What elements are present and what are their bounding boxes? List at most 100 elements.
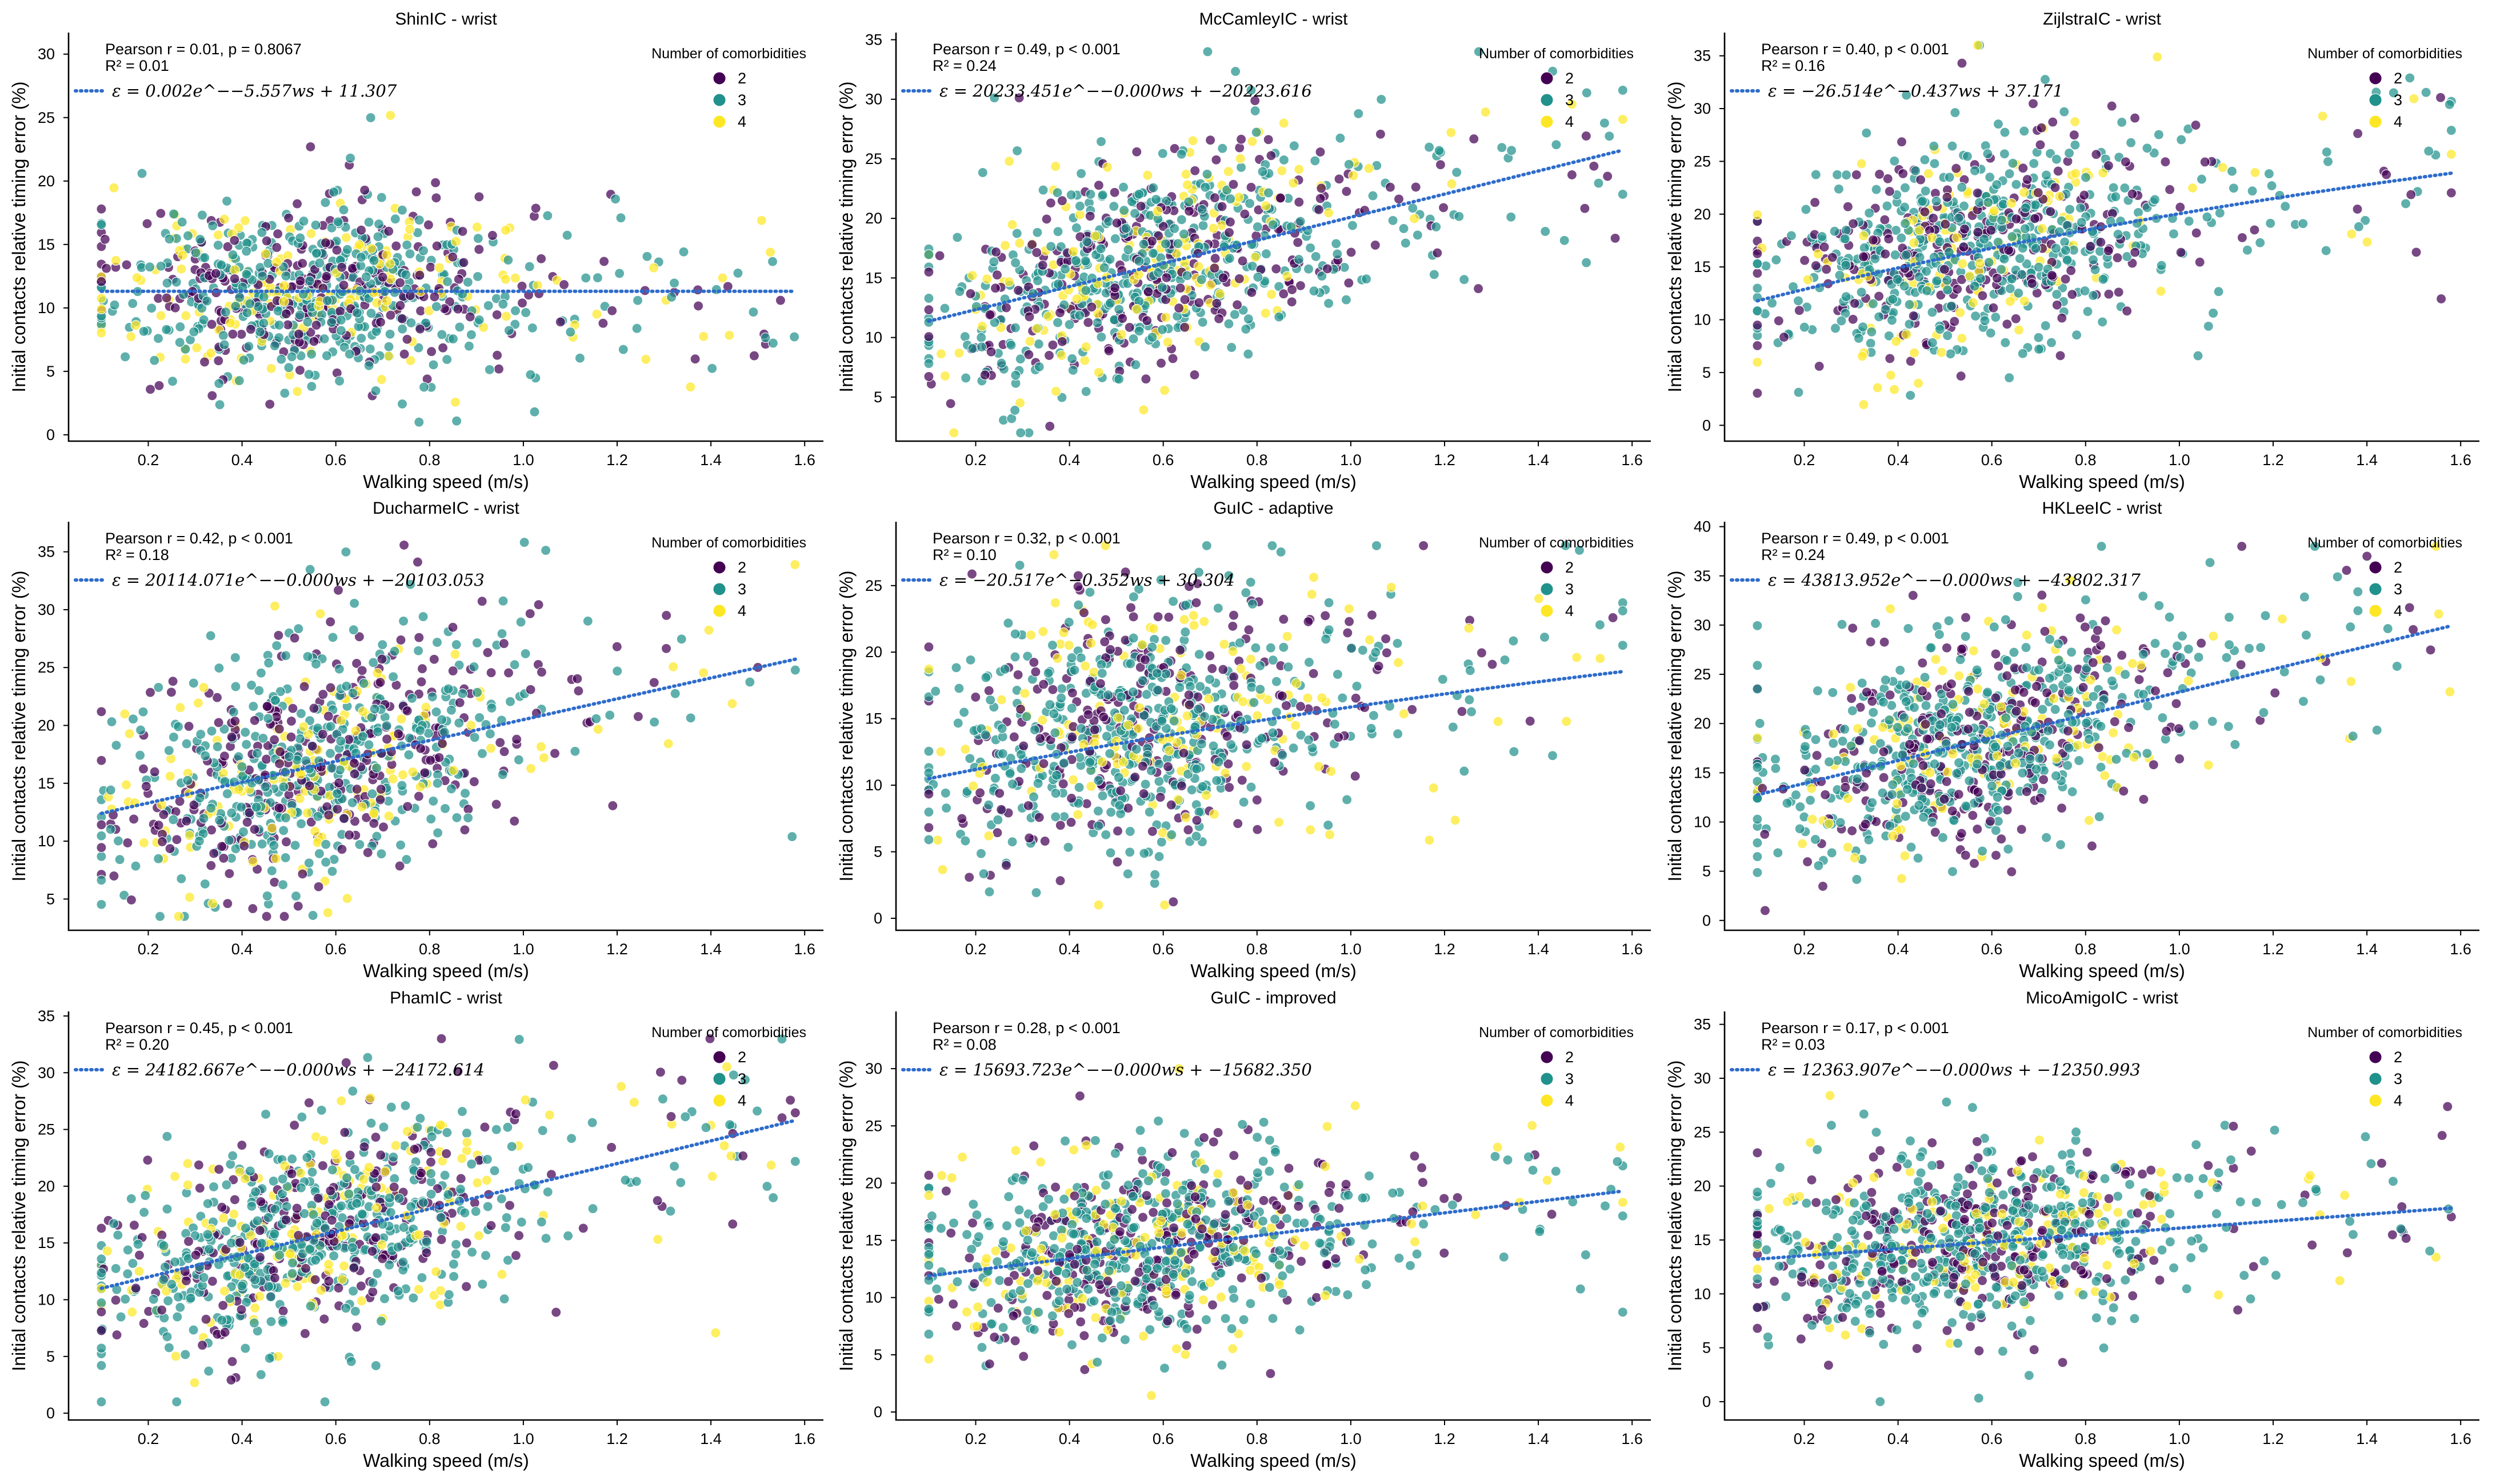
x-tick-label: 1.2 bbox=[1434, 451, 1455, 469]
data-point bbox=[1323, 207, 1334, 218]
data-point bbox=[247, 903, 258, 914]
data-point bbox=[158, 809, 169, 820]
data-point bbox=[2196, 174, 2207, 185]
data-point bbox=[991, 270, 1003, 281]
data-point bbox=[1917, 196, 1928, 207]
data-point bbox=[1438, 202, 1449, 213]
data-point bbox=[293, 623, 304, 634]
data-point bbox=[321, 839, 331, 850]
data-point bbox=[2098, 274, 2109, 285]
data-point bbox=[2352, 203, 2363, 215]
data-point bbox=[1166, 829, 1177, 840]
data-point bbox=[1771, 254, 1782, 265]
data-point bbox=[957, 813, 967, 824]
data-point bbox=[1180, 600, 1191, 611]
data-point bbox=[1174, 303, 1185, 314]
data-point bbox=[945, 398, 956, 409]
data-point bbox=[1351, 681, 1362, 691]
data-point bbox=[168, 731, 179, 742]
data-point bbox=[2208, 631, 2219, 642]
data-point bbox=[2013, 325, 2025, 335]
data-point bbox=[1200, 182, 1211, 193]
data-point bbox=[2381, 169, 2392, 180]
data-point bbox=[437, 714, 447, 725]
data-point bbox=[124, 728, 135, 739]
data-point bbox=[358, 706, 369, 717]
data-point bbox=[138, 763, 149, 774]
data-point bbox=[363, 217, 374, 227]
data-point bbox=[293, 901, 303, 911]
data-point bbox=[1923, 168, 1934, 179]
data-point bbox=[1001, 860, 1012, 871]
data-point bbox=[273, 630, 284, 641]
data-point bbox=[236, 802, 247, 813]
data-point bbox=[1972, 187, 1983, 198]
data-point bbox=[385, 110, 396, 121]
x-axis-label: Walking speed (m/s) bbox=[2019, 471, 2185, 492]
x-tick-label: 1.6 bbox=[1621, 451, 1643, 469]
data-point bbox=[138, 706, 149, 717]
data-point bbox=[486, 667, 497, 678]
data-point bbox=[698, 667, 709, 678]
data-point bbox=[1230, 66, 1241, 77]
data-point bbox=[1278, 118, 1289, 129]
y-tick-label: 25 bbox=[1694, 153, 1711, 170]
x-tick-label: 1.6 bbox=[794, 451, 815, 469]
data-point bbox=[703, 625, 714, 635]
data-point bbox=[1263, 187, 1274, 198]
data-point bbox=[1941, 642, 1952, 653]
data-point bbox=[405, 355, 416, 366]
data-point bbox=[2011, 179, 2022, 190]
data-point bbox=[1848, 218, 1859, 229]
data-point bbox=[1197, 204, 1207, 215]
data-point bbox=[1050, 386, 1062, 397]
data-point bbox=[356, 333, 367, 344]
data-point bbox=[1829, 226, 1840, 237]
data-point bbox=[1228, 610, 1239, 621]
data-point bbox=[219, 214, 230, 225]
data-point bbox=[1031, 323, 1042, 334]
data-point bbox=[96, 327, 107, 338]
data-point bbox=[542, 210, 553, 221]
y-tick-label: 10 bbox=[38, 299, 55, 317]
data-point bbox=[2051, 154, 2062, 165]
data-point bbox=[1942, 285, 1953, 295]
x-tick-label: 0.4 bbox=[1887, 451, 1909, 469]
data-point bbox=[1178, 229, 1189, 239]
data-point bbox=[951, 662, 962, 673]
data-point bbox=[1245, 198, 1255, 209]
data-point bbox=[733, 267, 743, 279]
data-point bbox=[2053, 166, 2063, 177]
data-point bbox=[1182, 179, 1193, 190]
data-point bbox=[1190, 165, 1201, 176]
data-point bbox=[2081, 172, 2091, 183]
y-tick-label: 30 bbox=[38, 46, 55, 63]
data-point bbox=[412, 557, 423, 567]
data-point bbox=[2019, 295, 2030, 306]
data-point bbox=[454, 697, 465, 708]
data-point bbox=[276, 354, 287, 365]
data-point bbox=[1034, 361, 1045, 373]
data-point bbox=[923, 789, 934, 799]
data-point bbox=[1350, 771, 1361, 782]
data-point bbox=[2423, 146, 2434, 157]
data-point bbox=[1447, 722, 1458, 733]
data-point bbox=[2113, 287, 2124, 298]
data-point bbox=[96, 219, 107, 230]
data-point bbox=[266, 865, 277, 876]
data-point bbox=[1909, 238, 1919, 249]
data-point bbox=[923, 371, 934, 382]
data-point bbox=[327, 866, 338, 877]
data-point bbox=[344, 830, 355, 841]
data-point bbox=[1293, 237, 1303, 248]
data-point bbox=[1224, 253, 1235, 264]
data-point bbox=[1778, 331, 1790, 343]
data-point bbox=[286, 715, 297, 727]
data-point bbox=[341, 232, 351, 243]
data-point bbox=[1010, 405, 1021, 416]
data-point bbox=[145, 687, 156, 698]
data-point bbox=[161, 293, 172, 303]
data-point bbox=[322, 295, 333, 306]
